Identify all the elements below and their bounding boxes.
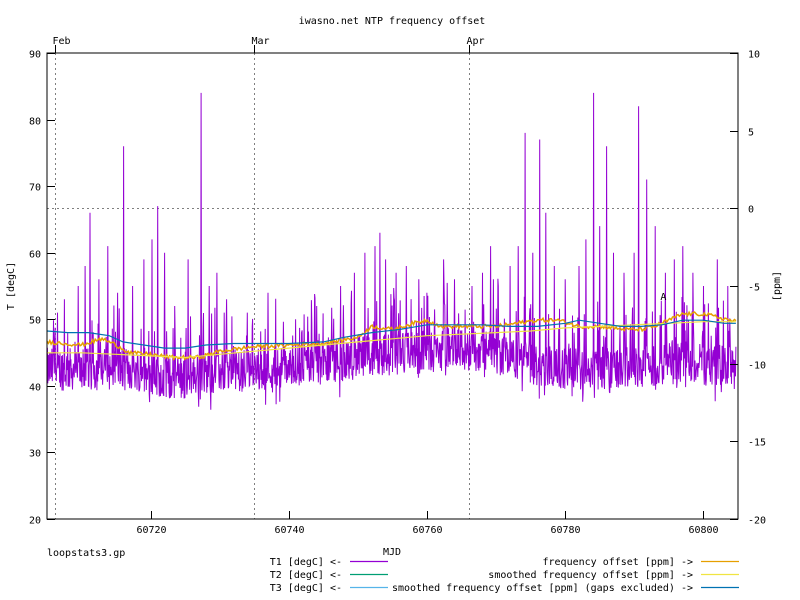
month-label: Apr [467,36,485,47]
smoothed-frequency-line [47,321,736,359]
legend-label: smoothed frequency offset [ppm] -> [488,570,693,581]
y-left-tick-label: 40 [29,383,41,394]
smoothed-frequency-gaps-excluded-line [46,319,736,349]
legend-label: T1 [degC] <- [270,557,342,568]
y-left-tick-label: 70 [29,183,41,194]
x-tick-label: 60720 [136,525,166,536]
y-right-tick-label: -15 [748,438,766,449]
legend-label: frequency offset [ppm] -> [542,557,693,568]
legend-label: T2 [degC] <- [270,570,342,581]
grid-layer [47,53,738,519]
y-axis-left-label: T [degC] [6,262,17,310]
y-right-tick-label: -5 [748,283,760,294]
y-left-tick-label: 30 [29,449,41,460]
x-tick-label: 60760 [412,525,442,536]
frequency-offset-line [46,310,737,361]
month-label: Mar [252,36,270,47]
legend: T1 [degC] <- T2 [degC] <- T3 [degC] <- freq… [270,557,739,594]
y-left-tick-label: 50 [29,316,41,327]
y-axis-right-label: [ppm] [772,271,783,301]
x-tick-label: 60800 [688,525,718,536]
cursor-label: A [660,292,666,303]
y-right-tick-label: 10 [748,50,760,61]
y-left-tick-label: 90 [29,50,41,61]
legend-label: T3 [degC] <- [270,583,342,594]
y-right-tick-label: 5 [748,128,754,139]
chart-title: iwasno.net NTP frequency offset [299,16,486,27]
footer-script-name: loopstats3.gp [47,548,125,559]
month-label: Feb [53,36,71,47]
y-left-tick-label: 80 [29,117,41,128]
series-layer [46,92,737,410]
y-right-tick-label: -20 [748,516,766,527]
y-left-tick-label: 60 [29,250,41,261]
y-right-tick-label: -10 [748,361,766,372]
legend-label: smoothed frequency offset [ppm] (gaps ex… [392,583,693,594]
temperature-t1-line [46,92,737,410]
x-tick-label: 60780 [550,525,580,536]
x-axis-label: MJD [383,547,401,558]
y-left-tick-label: 20 [29,516,41,527]
x-tick-label: 60740 [274,525,304,536]
y-right-tick-label: 0 [748,205,754,216]
